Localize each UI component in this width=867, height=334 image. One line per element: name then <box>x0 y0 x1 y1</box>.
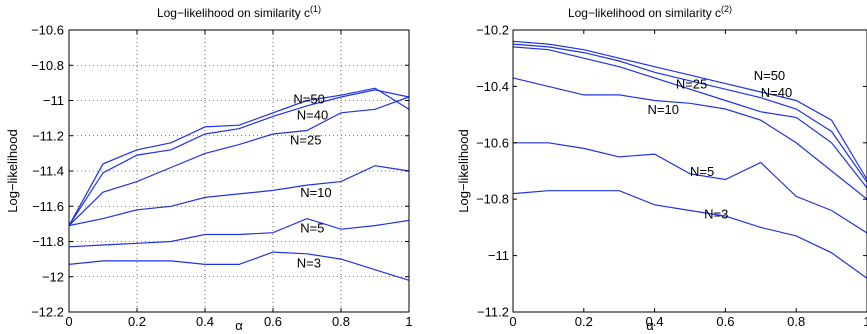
chart-2-y-tick-label: −11 <box>488 248 509 263</box>
chart-2-plot-frame <box>512 29 867 313</box>
chart-2-series-line-n3 <box>512 190 867 279</box>
chart-2-y-tick-label: −10.2 <box>476 23 509 38</box>
chart-2-y-tick-label: −10.4 <box>476 79 509 94</box>
chart-1-x-tick-label: 0.4 <box>196 314 214 329</box>
chart-1-series-line-n10 <box>68 165 410 227</box>
chart-1-y-tick-label: −10.8 <box>31 58 64 73</box>
chart-1-y-tick-label: −12 <box>42 269 64 284</box>
chart-2-series-line-n40 <box>512 43 867 183</box>
chart-1-series-label-n40: N=40 <box>297 108 328 123</box>
chart-1-x-axis-label: α <box>235 318 243 333</box>
chart-2-y-axis-label: Log−likelihood <box>456 129 471 212</box>
chart-2-series-label-n5: N=5 <box>690 164 714 179</box>
chart-2-x-axis-label: α <box>646 318 654 333</box>
chart-2-series-label-n50: N=50 <box>754 68 785 83</box>
chart-1-title-text: Log−likelihood on similarity c <box>157 6 310 20</box>
chart-1-x-tick-label: 0.6 <box>264 314 282 329</box>
chart-1-series-label-n10: N=10 <box>300 185 331 200</box>
chart-1-series-line-n3 <box>68 251 410 281</box>
chart-2-title-superscript: (2) <box>721 4 732 14</box>
chart-2-series-line-n50 <box>512 40 867 180</box>
chart-2-series-line-n10 <box>512 77 867 200</box>
chart-2-y-tick-label: −10.6 <box>476 135 509 150</box>
chart-1-y-tick-label: −11.6 <box>32 199 64 214</box>
chart-1-y-tick-label: −11.2 <box>32 128 64 143</box>
chart-1-series-label-n50: N=50 <box>293 92 324 107</box>
chart-1-series-label-n3: N=3 <box>297 256 321 271</box>
chart-2: 0 0.2 0.4 0.6 0.8 1 −10.2 −10.4 −10.6 −10.8 −11 −11… <box>456 4 867 333</box>
chart-1-title-superscript: (1) <box>310 4 321 14</box>
chart-2-x-tick-label: 0.6 <box>716 314 734 329</box>
chart-2-x-tick-label: 0.8 <box>787 314 805 329</box>
chart-2-series-label-n40: N=40 <box>761 85 792 100</box>
chart-1-series-label-n25: N=25 <box>290 132 321 147</box>
chart-1-x-tick-label: 0.8 <box>332 314 350 329</box>
chart-2-y-tick-label: −11.2 <box>477 305 509 320</box>
chart-1-y-tick-label: −11.8 <box>32 234 64 249</box>
chart-2-x-tick-label: 0.2 <box>575 314 593 329</box>
chart-1-y-tick-label: −11 <box>43 93 64 108</box>
chart-1-y-tick-label: −11.4 <box>32 164 64 179</box>
chart-1-series-label-n5: N=5 <box>300 220 324 235</box>
chart-2-title: Log−likelihood on similarity c(2) <box>568 4 732 20</box>
chart-2-x-tick-label: 0.4 <box>646 314 664 329</box>
chart-1-x-tick-label: 0 <box>65 314 72 329</box>
chart-2-title-text: Log−likelihood on similarity c <box>568 6 721 20</box>
chart-1: 0 0.2 0.4 0.6 0.8 1 −10.6 −10.8 −11 −11.2 −11.4 −11… <box>5 4 413 333</box>
chart-1-title: Log−likelihood on similarity c(1) <box>157 4 321 20</box>
chart-2-series-line-n25 <box>512 46 867 189</box>
chart-1-series-line-n25 <box>68 96 410 227</box>
chart-1-grid <box>69 30 409 312</box>
chart-1-x-tick-label: 0.2 <box>128 314 146 329</box>
chart-1-series-line-n50 <box>68 87 410 226</box>
chart-1-y-tick-label: −10.6 <box>31 23 64 38</box>
chart-2-series-label-n3: N=3 <box>704 206 728 221</box>
chart-1-series-line-n5 <box>68 217 410 248</box>
chart-2-series-label-n25: N=25 <box>676 77 707 92</box>
chart-1-y-tick-label: −12.2 <box>31 305 64 320</box>
chart-1-x-tick-label: 1 <box>405 314 412 329</box>
chart-2-series-line-n5 <box>513 142 867 234</box>
chart-1-series-line-n40 <box>68 89 410 226</box>
chart-2-x-tick-label: 0 <box>509 314 516 329</box>
chart-2-y-tick-label: −10.8 <box>476 192 509 207</box>
chart-1-y-axis-label: Log−likelihood <box>5 129 20 212</box>
chart-2-x-tick-label: 1 <box>863 314 867 329</box>
chart-2-series-label-n10: N=10 <box>648 102 679 117</box>
